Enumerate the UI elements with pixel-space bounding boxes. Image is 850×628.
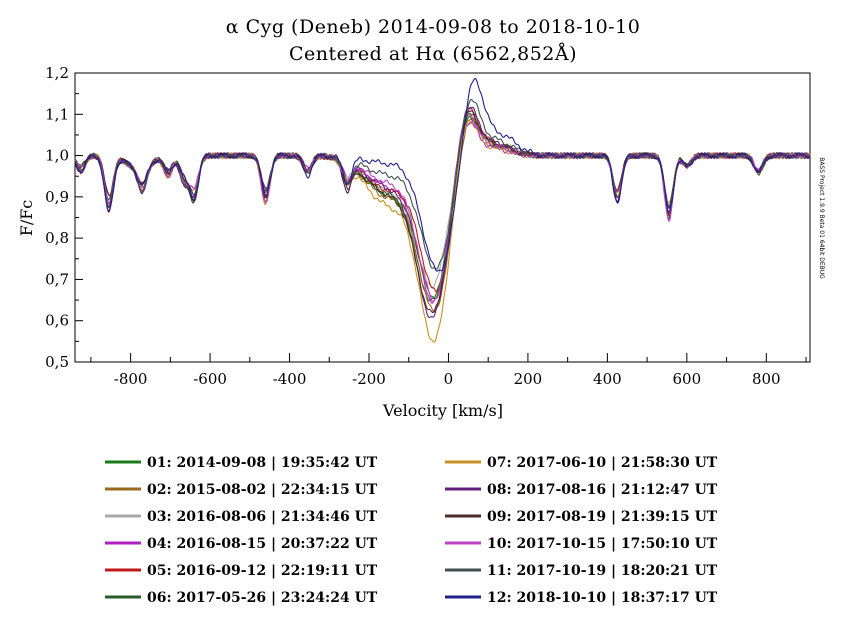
x-tick-label: -400 <box>273 370 307 388</box>
legend-entry: 01: 2014-09-08 | 19:35:42 UT <box>147 455 378 471</box>
x-tick-label: 200 <box>514 370 543 388</box>
series-line-08 <box>74 106 811 318</box>
chart-subtitle: Centered at Hα (6562,852Å) <box>289 43 577 65</box>
plot-area <box>74 72 811 363</box>
chart-title: α Cyg (Deneb) 2014-09-08 to 2018-10-10 <box>226 16 641 38</box>
legend: 01: 2014-09-08 | 19:35:42 UT 02: 2015-08-… <box>105 455 718 606</box>
y-tick-label: 0,7 <box>45 270 69 288</box>
x-tick-label: -200 <box>352 370 386 388</box>
series-line-12 <box>74 77 811 272</box>
x-tick-label: 800 <box>752 370 781 388</box>
series-lines <box>74 77 811 343</box>
y-tick-label: 0,8 <box>45 229 69 247</box>
plot-frame <box>74 72 811 363</box>
series-line-05 <box>74 106 811 293</box>
y-tick-label: 1,1 <box>45 105 69 123</box>
legend-entry: 07: 2017-06-10 | 21:58:30 UT <box>487 455 718 471</box>
y-tick-label: 1,0 <box>45 147 69 165</box>
y-tick-label: 0,5 <box>45 353 69 371</box>
y-tick-label: 0,9 <box>45 188 69 206</box>
x-tick-label: 400 <box>593 370 622 388</box>
x-tick-label: -800 <box>114 370 148 388</box>
y-tick-label: 0,6 <box>45 312 69 330</box>
legend-entry: 08: 2017-08-16 | 21:12:47 UT <box>487 482 718 498</box>
legend-entry: 06: 2017-05-26 | 23:24:24 UT <box>147 590 378 606</box>
series-line-10 <box>74 113 810 302</box>
legend-entry: 04: 2016-08-15 | 20:37:22 UT <box>147 536 378 552</box>
software-watermark: BASS Project 1.9.9 Beta 01 64bit DEBUG <box>818 157 825 279</box>
y-axis-label: F/Fc <box>17 200 36 237</box>
x-tick-label: 0 <box>444 370 454 388</box>
series-line-03 <box>75 122 811 289</box>
legend-entry: 11: 2017-10-19 | 18:20:21 UT <box>487 563 718 579</box>
legend-entry: 02: 2015-08-02 | 22:34:15 UT <box>147 482 378 498</box>
legend-entry: 10: 2017-10-15 | 17:50:10 UT <box>487 536 718 552</box>
legend-entry: 03: 2016-08-06 | 21:34:46 UT <box>147 509 378 525</box>
y-axis-ticks: 0,5 0,6 0,7 0,8 0,9 1,0 1,1 1,2 <box>45 64 83 371</box>
legend-entry: 05: 2016-09-12 | 22:19:11 UT <box>147 563 378 579</box>
x-axis-label: Velocity [km/s] <box>382 401 503 420</box>
x-axis-ticks: -800 -600 -400 -200 0 200 400 600 800 <box>90 353 807 388</box>
y-tick-label: 1,2 <box>45 64 69 82</box>
legend-entry: 12: 2018-10-10 | 18:37:17 UT <box>487 590 718 606</box>
legend-entry: 09: 2017-08-19 | 21:39:15 UT <box>487 509 718 525</box>
x-tick-label: 600 <box>673 370 702 388</box>
x-tick-label: -600 <box>193 370 227 388</box>
